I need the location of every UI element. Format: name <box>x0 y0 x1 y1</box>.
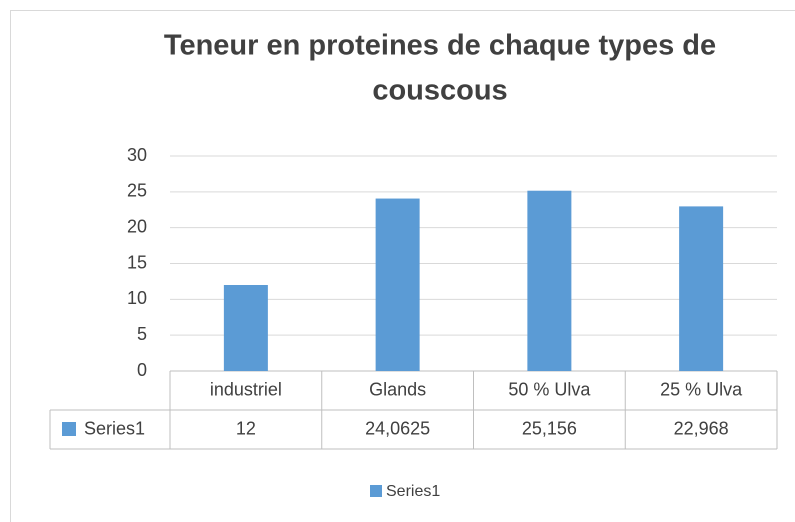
y-tick-label: 15 <box>127 252 147 272</box>
y-tick-label: 5 <box>137 324 147 344</box>
x-tick-label: industriel <box>210 379 282 399</box>
table-value: 24,0625 <box>365 418 430 438</box>
table-value: 22,968 <box>674 418 729 438</box>
bar <box>375 198 420 371</box>
y-tick-label: 10 <box>127 288 147 308</box>
y-tick-label: 20 <box>127 216 147 236</box>
bar <box>527 190 572 371</box>
y-tick-label: 30 <box>127 145 147 165</box>
table-series-name: Series1 <box>84 418 145 438</box>
x-tick-label: Glands <box>369 379 426 399</box>
table-value: 25,156 <box>522 418 577 438</box>
bar <box>223 285 268 371</box>
legend-key <box>370 485 382 497</box>
legend-key <box>62 422 76 436</box>
bar <box>679 206 724 371</box>
chart-title-line-2: couscous <box>372 75 507 107</box>
x-tick-label: 50 % Ulva <box>508 379 591 399</box>
table-value: 12 <box>236 418 256 438</box>
y-tick-label: 25 <box>127 181 147 201</box>
x-tick-label: 25 % Ulva <box>660 379 743 399</box>
y-tick-label: 0 <box>137 360 147 380</box>
legend-label: Series1 <box>386 483 440 500</box>
chart-title-line-1: Teneur en proteines de chaque types de <box>164 30 716 62</box>
